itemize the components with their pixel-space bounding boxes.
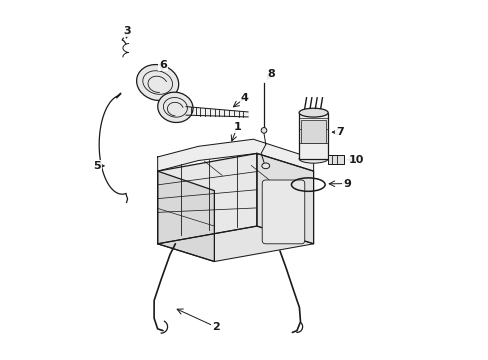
Polygon shape [256, 153, 313, 244]
Text: 1: 1 [233, 122, 241, 132]
Bar [301, 120, 325, 143]
Circle shape [261, 127, 266, 133]
Text: 9: 9 [343, 179, 350, 189]
Ellipse shape [299, 154, 327, 163]
Polygon shape [157, 139, 313, 171]
Text: 6: 6 [159, 60, 166, 70]
Text: 8: 8 [266, 69, 274, 79]
Text: 7: 7 [336, 127, 344, 137]
Text: 3: 3 [123, 26, 131, 36]
FancyBboxPatch shape [262, 180, 304, 244]
Text: 4: 4 [240, 94, 248, 103]
Polygon shape [157, 171, 214, 261]
Bar [327, 155, 343, 164]
Bar [299, 113, 327, 159]
Ellipse shape [262, 163, 269, 168]
Ellipse shape [136, 64, 178, 100]
Text: 5: 5 [93, 161, 101, 171]
Text: 10: 10 [348, 155, 363, 165]
Ellipse shape [299, 108, 327, 117]
Polygon shape [157, 153, 256, 244]
Polygon shape [157, 226, 313, 261]
Text: 2: 2 [212, 322, 220, 332]
Ellipse shape [158, 92, 193, 122]
